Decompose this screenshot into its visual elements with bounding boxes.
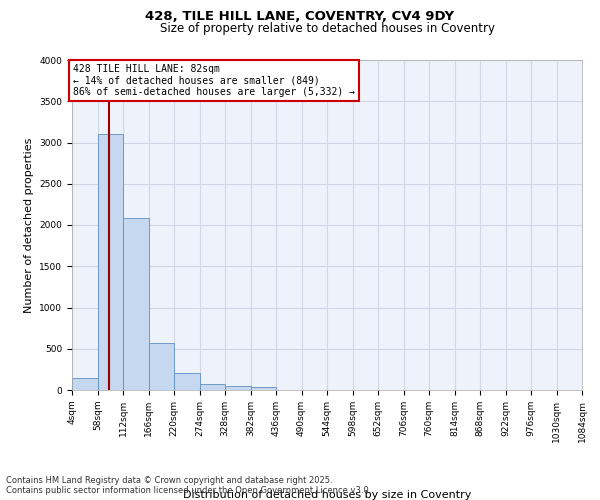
Bar — [72, 378, 97, 390]
Bar — [200, 384, 225, 390]
Bar — [174, 372, 199, 390]
Bar — [251, 387, 276, 390]
Bar — [225, 386, 251, 390]
X-axis label: Distribution of detached houses by size in Coventry: Distribution of detached houses by size … — [183, 490, 471, 500]
Bar — [97, 134, 123, 390]
Y-axis label: Number of detached properties: Number of detached properties — [24, 138, 34, 312]
Text: Contains HM Land Registry data © Crown copyright and database right 2025.
Contai: Contains HM Land Registry data © Crown c… — [6, 476, 371, 495]
Title: Size of property relative to detached houses in Coventry: Size of property relative to detached ho… — [160, 22, 494, 35]
Text: 428 TILE HILL LANE: 82sqm
← 14% of detached houses are smaller (849)
86% of semi: 428 TILE HILL LANE: 82sqm ← 14% of detac… — [73, 64, 355, 98]
Bar — [149, 343, 174, 390]
Text: 428, TILE HILL LANE, COVENTRY, CV4 9DY: 428, TILE HILL LANE, COVENTRY, CV4 9DY — [145, 10, 455, 23]
Bar — [123, 218, 149, 390]
